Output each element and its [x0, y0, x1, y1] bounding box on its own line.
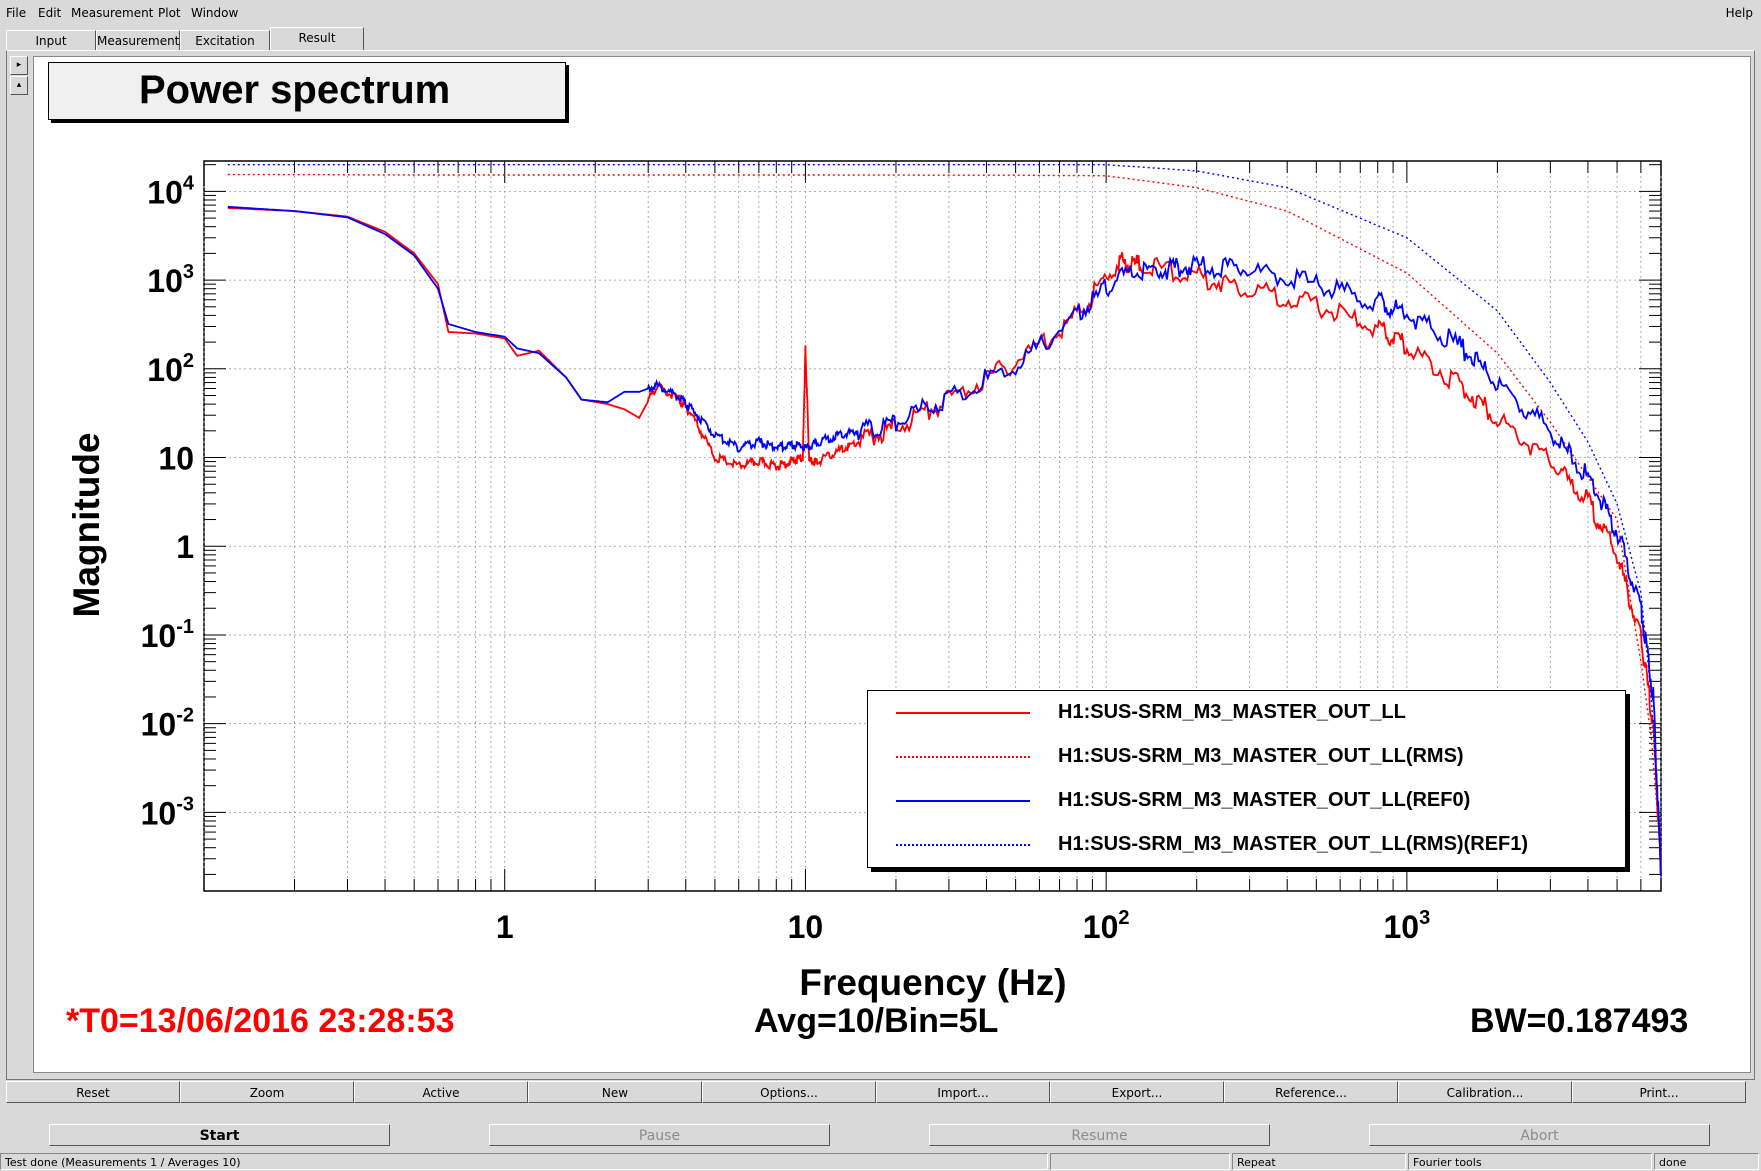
legend-entry: H1:SUS-SRM_M3_MASTER_OUT_LL: [868, 691, 1625, 735]
y-tick-label-base: 10: [141, 795, 177, 831]
export-button[interactable]: Export...: [1050, 1081, 1224, 1103]
tab-result[interactable]: Result: [270, 27, 364, 51]
y-tick-label-exponent: -2: [176, 705, 194, 727]
pause-button[interactable]: Pause: [489, 1124, 830, 1146]
pad-up-arrow-icon[interactable]: ▸: [10, 56, 28, 75]
resume-button[interactable]: Resume: [929, 1124, 1270, 1146]
t0-timestamp: *T0=13/06/2016 23:28:53: [66, 1002, 455, 1040]
y-tick-label: 10-1: [141, 616, 194, 654]
reference-button[interactable]: Reference...: [1224, 1081, 1398, 1103]
y-tick-label: 104: [147, 172, 195, 210]
y-tick-label-base: 10: [147, 263, 183, 299]
status-fourier-tools: Fourier tools: [1408, 1153, 1652, 1170]
plot-toolbar: Reset Zoom Active New Options... Import.…: [6, 1081, 1750, 1105]
tab-excitation[interactable]: Excitation: [180, 30, 270, 51]
y-tick-label: 10-3: [141, 793, 194, 831]
series-line: [227, 163, 1662, 859]
legend-swatch: [896, 756, 1030, 758]
x-tick-label-base: 1: [496, 909, 514, 945]
pad-down-arrow-icon[interactable]: ▴: [10, 76, 28, 95]
y-tick-label-base: 1: [176, 529, 194, 565]
x-tick-label-base: 10: [1384, 909, 1420, 945]
y-tick-label-exponent: 2: [183, 350, 194, 372]
y-tick-label: 10: [158, 441, 194, 477]
import-button[interactable]: Import...: [876, 1081, 1050, 1103]
start-button[interactable]: Start: [49, 1124, 390, 1146]
y-tick-label-base: 10: [147, 174, 183, 210]
plot-canvas: [33, 56, 1751, 1073]
x-tick-label: 103: [1384, 907, 1431, 945]
status-done: done: [1654, 1153, 1759, 1170]
y-tick-label-base: 10: [158, 441, 194, 477]
y-tick-label-base: 10: [147, 352, 183, 388]
legend-swatch: [896, 844, 1030, 846]
y-tick-label: 102: [147, 350, 194, 388]
legend-label: H1:SUS-SRM_M3_MASTER_OUT_LL: [1058, 701, 1406, 723]
menu-edit[interactable]: Edit: [38, 6, 62, 20]
y-tick-label-exponent: 4: [183, 172, 195, 194]
y-tick-label-exponent: -3: [176, 793, 194, 815]
series-line: [227, 173, 1662, 859]
x-tick-label: 1: [496, 909, 514, 945]
status-cell-empty: [1050, 1153, 1230, 1170]
y-axis-label: Magnitude: [66, 433, 107, 618]
active-button[interactable]: Active: [354, 1081, 528, 1103]
y-tick-label: 10-2: [141, 705, 194, 743]
status-message: Test done (Measurements 1 / Averages 10): [0, 1153, 1048, 1170]
legend-swatch: [896, 712, 1030, 714]
zoom-button[interactable]: Zoom: [180, 1081, 354, 1103]
plot-title-box: Power spectrum: [48, 62, 566, 120]
legend-entry: H1:SUS-SRM_M3_MASTER_OUT_LL(RMS)(REF1): [868, 823, 1625, 867]
menu-bar: File Edit Measurement Plot Window Help: [0, 0, 1761, 26]
status-repeat: Repeat: [1232, 1153, 1406, 1170]
y-tick-label-base: 10: [141, 707, 177, 743]
menu-plot[interactable]: Plot: [158, 6, 181, 20]
x-tick-label-exponent: 3: [1419, 907, 1430, 929]
reset-button[interactable]: Reset: [6, 1081, 180, 1103]
legend-label: H1:SUS-SRM_M3_MASTER_OUT_LL(RMS): [1058, 745, 1464, 767]
averages-info: Avg=10/Bin=5L: [754, 1002, 999, 1040]
tab-measurement[interactable]: Measurement: [96, 30, 180, 51]
series-line: [227, 207, 1662, 875]
menu-window[interactable]: Window: [191, 6, 239, 20]
menu-help[interactable]: Help: [1725, 6, 1753, 20]
menu-file[interactable]: File: [6, 6, 27, 20]
y-tick-label: 103: [147, 261, 194, 299]
x-tick-label-base: 10: [788, 909, 824, 945]
legend-label: H1:SUS-SRM_M3_MASTER_OUT_LL(RMS)(REF1): [1058, 833, 1529, 855]
status-bar: Test done (Measurements 1 / Averages 10)…: [0, 1152, 1761, 1171]
plot-title: Power spectrum: [139, 68, 451, 112]
calibration-button[interactable]: Calibration...: [1398, 1081, 1572, 1103]
y-tick-label: 1: [176, 529, 194, 565]
x-tick-label-exponent: 2: [1118, 907, 1129, 929]
bandwidth-info: BW=0.187493: [1470, 1002, 1689, 1040]
abort-button[interactable]: Abort: [1369, 1124, 1710, 1146]
tab-bar: Input Measurement Excitation Result: [0, 26, 1761, 52]
legend-swatch: [896, 800, 1030, 802]
x-tick-label: 10: [788, 909, 824, 945]
legend-entry: H1:SUS-SRM_M3_MASTER_OUT_LL(RMS): [868, 735, 1625, 779]
options-button[interactable]: Options...: [702, 1081, 876, 1103]
x-tick-label-base: 10: [1083, 909, 1119, 945]
legend-label: H1:SUS-SRM_M3_MASTER_OUT_LL(REF0): [1058, 789, 1471, 811]
legend-entry: H1:SUS-SRM_M3_MASTER_OUT_LL(REF0): [868, 779, 1625, 823]
legend: H1:SUS-SRM_M3_MASTER_OUT_LL H1:SUS-SRM_M…: [867, 690, 1626, 868]
print-button[interactable]: Print...: [1572, 1081, 1746, 1103]
x-axis-label: Frequency (Hz): [799, 962, 1066, 1003]
new-button[interactable]: New: [528, 1081, 702, 1103]
result-panel: [6, 50, 1755, 1080]
menu-measurement[interactable]: Measurement: [71, 6, 154, 20]
series-line: [227, 205, 1662, 876]
y-tick-label-exponent: 3: [183, 261, 194, 283]
tab-input[interactable]: Input: [6, 30, 96, 51]
y-tick-label-exponent: -1: [176, 616, 194, 638]
y-tick-label-base: 10: [141, 618, 177, 654]
x-tick-label: 102: [1083, 907, 1130, 945]
